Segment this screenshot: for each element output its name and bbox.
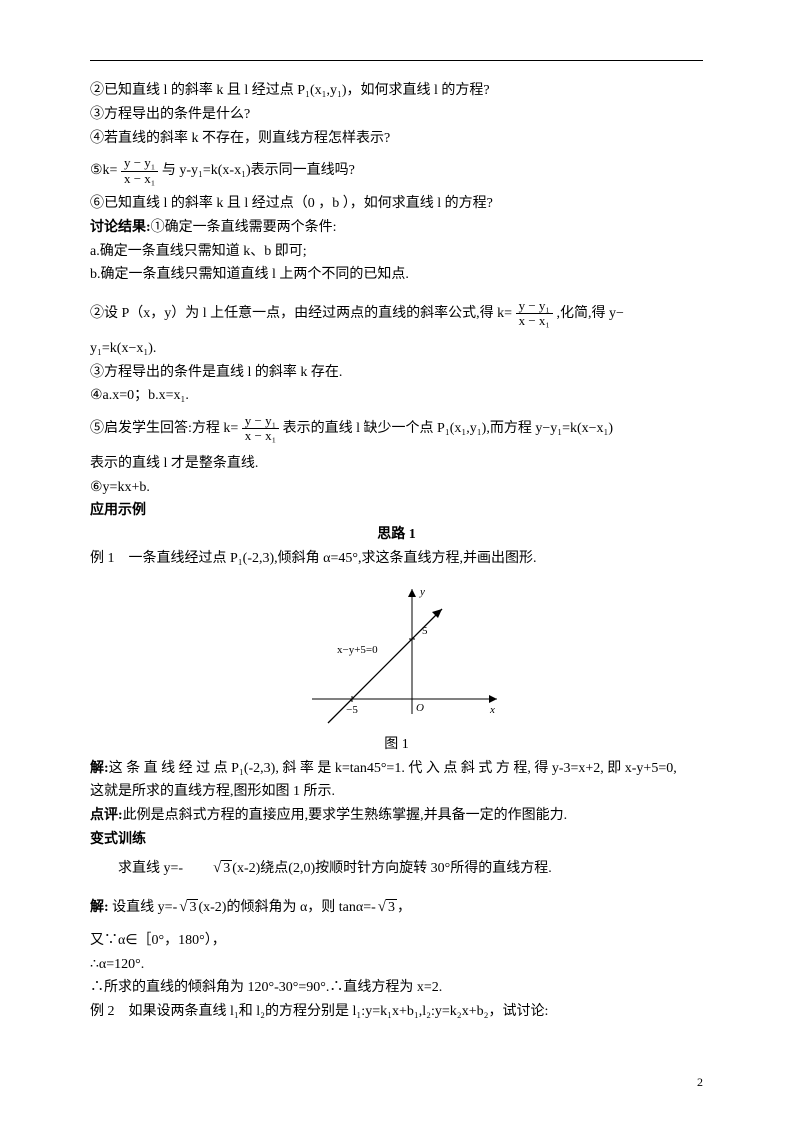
- discuss2-post: ,化简,得 y−: [556, 306, 623, 321]
- example-2: 例 2 如果设两条直线 l₁和 l₂的方程分别是 l₁:y=k₁x+b₁,l₂:…: [90, 1000, 703, 1024]
- svg-text:−5: −5: [346, 704, 358, 716]
- variant-q-pre: 求直线 y=-: [118, 861, 183, 876]
- question-3: ③方程导出的条件是什么?: [90, 103, 703, 127]
- variant-sol-mid: (x-2)的倾斜角为 α，则 tanα=-: [198, 900, 375, 915]
- variant-label: 变式训练: [90, 828, 703, 852]
- variant-question: 求直线 y=- 3(x-2)绕点(2,0)按顺时针方向旋转 30°所得的直线方程.: [90, 856, 703, 882]
- example-1-comment: 点评:此例是点斜式方程的直接应用,要求学生熟练掌握,并具备一定的作图能力.: [90, 804, 703, 828]
- sqrt-3-rad: 3: [386, 899, 397, 915]
- fraction-d2: y − y₁ x − x₁: [516, 299, 553, 329]
- top-rule: [90, 60, 703, 61]
- discuss-label: 讨论结果:: [90, 220, 151, 235]
- sqrt-1-rad: 3: [221, 860, 232, 876]
- fraction-d5: y − y₁ x − x₁: [242, 414, 279, 444]
- section-examples: 应用示例: [90, 499, 703, 523]
- discuss-3: ③方程导出的条件是直线 l 的斜率 k 存在.: [90, 361, 703, 385]
- figure-1-caption: 图 1: [90, 733, 703, 757]
- frac-den-2: x − x₁: [516, 314, 553, 328]
- variant-q-post: (x-2)绕点(2,0)按顺时针方向旋转 30°所得的直线方程.: [232, 861, 551, 876]
- ex1-sol2: 这就是所求的直线方程,图形如图 1 所示.: [90, 780, 703, 804]
- sqrt-1: 3: [183, 856, 232, 882]
- sqrt-2-rad: 3: [187, 899, 198, 915]
- discuss-1: ①确定一条直线需要两个条件:: [151, 220, 337, 235]
- ex1-comment: 此例是点斜式方程的直接应用,要求学生熟练掌握,并具备一定的作图能力.: [123, 808, 568, 823]
- discuss5-post: 表示的直线 l 缺少一个点 P₁(x₁,y₁),而方程 y−y₁=k(x−x₁): [283, 421, 613, 436]
- discuss-2: ②设 P（x，y）为 l 上任意一点，由经过两点的直线的斜率公式,得 k= y …: [90, 299, 703, 329]
- svg-text:x: x: [489, 704, 495, 716]
- svg-text:x−y+5=0: x−y+5=0: [337, 644, 378, 656]
- sqrt-3: 3: [376, 895, 397, 921]
- discuss-5-line2: 表示的直线 l 才是整条直线.: [90, 452, 703, 476]
- frac-den-3: x − x₁: [242, 429, 279, 443]
- frac-num: y − y₁: [121, 156, 158, 171]
- discuss5-pre: ⑤启发学生回答:方程 k=: [90, 421, 238, 436]
- silu-1: 思路 1: [90, 523, 703, 547]
- discuss2-pre: ②设 P（x，y）为 l 上任意一点，由经过两点的直线的斜率公式,得 k=: [90, 306, 512, 321]
- discuss-4: ④a.x=0；b.x=x₁.: [90, 384, 703, 408]
- ex1-sol1: 这 条 直 线 经 过 点 P₁(-2,3), 斜 率 是 k=tan45°=1…: [109, 761, 677, 776]
- figure-1-svg: −5 5 O x y x−y+5=0: [282, 579, 512, 729]
- question-5: ⑤k= y − y₁ x − x₁ 与 y-y₁=k(x-x₁)表示同一直线吗?: [90, 156, 703, 186]
- discuss-b: b.确定一条直线只需知道直线 l 上两个不同的已知点.: [90, 263, 703, 287]
- solve-label: 解:: [90, 761, 109, 776]
- discuss-6: ⑥y=kx+b.: [90, 476, 703, 500]
- q5-post: 与 y-y₁=k(x-x₁)表示同一直线吗?: [162, 163, 355, 178]
- q5-pre: ⑤k=: [90, 163, 117, 178]
- fraction-q5: y − y₁ x − x₁: [121, 156, 158, 186]
- frac-num-2: y − y₁: [516, 299, 553, 314]
- question-4: ④若直线的斜率 k 不存在，则直线方程怎样表示?: [90, 127, 703, 151]
- discuss-5: ⑤启发学生回答:方程 k= y − y₁ x − x₁ 表示的直线 l 缺少一个…: [90, 414, 703, 444]
- question-2: ②已知直线 l 的斜率 k 且 l 经过点 P₁(x₁,y₁)，如何求直线 l …: [90, 79, 703, 103]
- page-number: 2: [697, 1072, 703, 1092]
- example-1: 例 1 一条直线经过点 P₁(-2,3),倾斜角 α=45°,求这条直线方程,并…: [90, 547, 703, 571]
- figure-1: −5 5 O x y x−y+5=0: [90, 579, 703, 729]
- variant-sol-post: ，: [397, 900, 411, 915]
- question-6: ⑥已知直线 l 的斜率 k 且 l 经过点（0 ，b ），如何求直线 l 的方程…: [90, 192, 703, 216]
- variant-line2: 又∵α∈［0°，180°），: [90, 929, 703, 953]
- variant-line3: ∴α=120°.: [90, 953, 703, 977]
- svg-text:O: O: [416, 702, 424, 714]
- variant-line4: ∴所求的直线的倾斜角为 120°-30°=90°.∴直线方程为 x=2.: [90, 976, 703, 1000]
- discuss-heading: 讨论结果:①确定一条直线需要两个条件:: [90, 216, 703, 240]
- discuss-2-line2: y₁=k(x−x₁).: [90, 337, 703, 361]
- solve-label-2: 解:: [90, 900, 109, 915]
- frac-den: x − x₁: [121, 172, 158, 186]
- variant-solution: 解: 设直线 y=-3(x-2)的倾斜角为 α，则 tanα=-3，: [90, 895, 703, 921]
- variant-sol-pre: 设直线 y=-: [112, 900, 177, 915]
- frac-num-3: y − y₁: [242, 414, 279, 429]
- discuss-a: a.确定一条直线只需知道 k、b 即可;: [90, 240, 703, 264]
- sqrt-2: 3: [177, 895, 198, 921]
- comment-label: 点评:: [90, 808, 123, 823]
- svg-text:y: y: [419, 586, 425, 598]
- example-1-solution: 解:这 条 直 线 经 过 点 P₁(-2,3), 斜 率 是 k=tan45°…: [90, 757, 703, 781]
